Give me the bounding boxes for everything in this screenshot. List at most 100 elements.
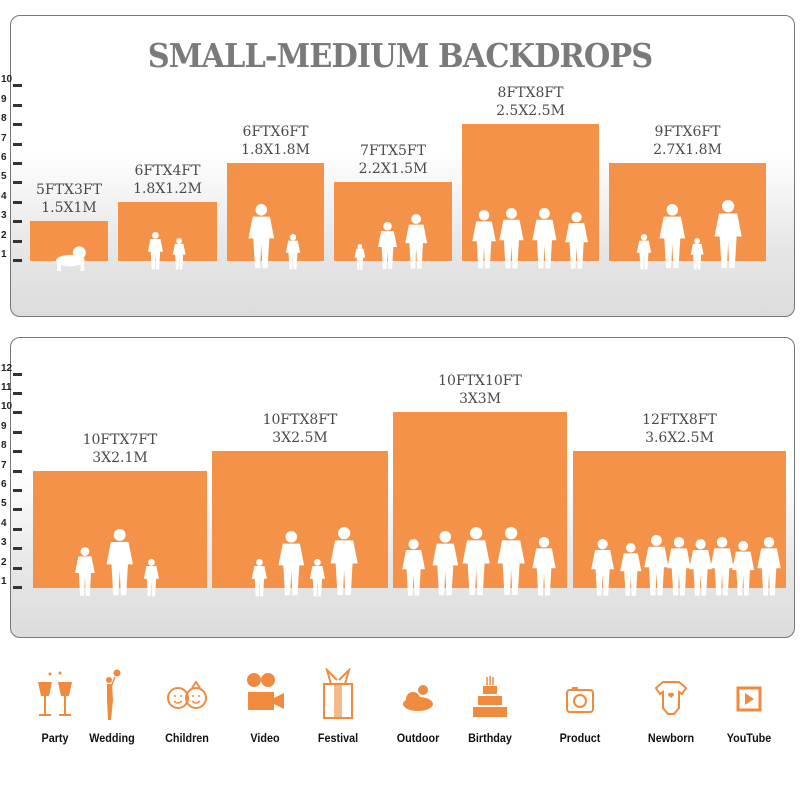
ruler-tick bbox=[13, 469, 22, 473]
ruler-tick-label: 12 bbox=[1, 362, 13, 374]
use-label-product: Product bbox=[559, 731, 601, 745]
backdrop-bar bbox=[118, 201, 217, 261]
ruler-tick bbox=[13, 372, 22, 376]
ruler-tick bbox=[13, 411, 22, 415]
size-feet: 6FTX4FT bbox=[134, 162, 201, 179]
backdrop-bar bbox=[334, 182, 452, 261]
backdrop-size-label: 12FTX8FT 3.6X2.5M bbox=[553, 411, 800, 447]
size-meters: 2.2X1.5M bbox=[358, 161, 428, 178]
size-feet: 6FTX6FT bbox=[242, 124, 309, 140]
backdrop-size-label: 10FTX8FT 3X2.5M bbox=[192, 411, 408, 447]
ruler-tick bbox=[13, 84, 22, 88]
ruler-tick bbox=[13, 430, 22, 434]
size-meters: 1.8X1.2M bbox=[133, 180, 202, 197]
person-silhouette bbox=[499, 208, 524, 269]
person-silhouette bbox=[732, 541, 755, 596]
size-meters: 2.5X2.5M bbox=[496, 103, 565, 120]
backdrop-bar bbox=[30, 221, 108, 261]
page-title: SMALL-MEDIUM BACKDROPS bbox=[147, 36, 654, 75]
person-silhouette bbox=[497, 527, 525, 596]
ruler-tick-label: 9 bbox=[1, 420, 7, 432]
size-meters: 3X3M bbox=[458, 391, 502, 408]
ruler-tick bbox=[13, 508, 22, 512]
use-label-party: Party bbox=[41, 731, 69, 745]
person-silhouette bbox=[278, 531, 305, 596]
size-meters: 1.5X1M bbox=[41, 200, 97, 217]
ruler-tick-label: 3 bbox=[1, 210, 7, 222]
use-label-newborn: Newborn bbox=[647, 731, 695, 745]
size-feet: 5FTX3FT bbox=[36, 182, 102, 199]
ruler-tick bbox=[13, 392, 22, 395]
ruler-tick bbox=[13, 547, 22, 551]
ruler-tick-label: 1 bbox=[1, 249, 7, 260]
backdrop-size-label: 10FTX7FT 3X2.1M bbox=[13, 431, 227, 467]
ruler-tick bbox=[13, 259, 22, 262]
film-camera-icon bbox=[247, 673, 284, 710]
ruler-tick bbox=[13, 142, 22, 146]
person-silhouette bbox=[143, 559, 159, 597]
ruler-tick bbox=[13, 181, 22, 185]
size-meters: 2.7X1.8M bbox=[653, 142, 722, 158]
person-silhouette bbox=[248, 204, 274, 269]
use-label-birthday: Birthday bbox=[468, 731, 512, 745]
person-silhouette bbox=[106, 529, 134, 596]
size-feet: 8FTX8FT bbox=[497, 85, 564, 102]
person-silhouette bbox=[55, 246, 86, 271]
gift-box-icon bbox=[323, 668, 353, 719]
backdrop-size-label: 5FTX3FT 1.5X1M bbox=[10, 181, 128, 217]
person-silhouette bbox=[405, 214, 428, 269]
ruler-tick-label: 10 bbox=[1, 401, 13, 413]
ruler-tick-label: 8 bbox=[1, 440, 7, 452]
ruler-tick bbox=[13, 103, 22, 107]
ruler-tick-label: 5 bbox=[1, 171, 7, 183]
play-button-icon bbox=[736, 686, 762, 712]
person-silhouette bbox=[757, 537, 781, 596]
person-silhouette bbox=[532, 208, 557, 269]
size-meters: 3.6X2.5M bbox=[645, 430, 714, 447]
use-label-festival: Festival bbox=[317, 731, 359, 745]
person-silhouette bbox=[658, 204, 685, 269]
person-silhouette bbox=[565, 212, 589, 269]
ruler-tick bbox=[13, 200, 22, 204]
ruler-tick-label: 2 bbox=[1, 556, 7, 568]
ruler-tick-label: 8 bbox=[1, 113, 7, 125]
ruler-tick bbox=[13, 586, 22, 589]
person-silhouette bbox=[354, 244, 366, 270]
ruler-tick bbox=[13, 239, 22, 243]
ruler-tick-label: 6 bbox=[1, 152, 7, 163]
ruler-tick-label: 4 bbox=[1, 517, 7, 529]
size-feet: 10FTX8FT bbox=[262, 412, 338, 429]
ruler-tick-label: 3 bbox=[1, 537, 7, 549]
size-meters: 3X2.5M bbox=[272, 430, 328, 447]
birthday-cake-icon bbox=[473, 676, 507, 717]
person-silhouette bbox=[532, 537, 557, 596]
ruler-tick-label: 7 bbox=[1, 459, 7, 471]
person-silhouette bbox=[714, 200, 742, 269]
person-silhouette bbox=[472, 210, 496, 269]
ruler-tick-label: 9 bbox=[1, 93, 7, 105]
ruler-tick bbox=[13, 489, 22, 492]
size-feet: 10FTX7FT bbox=[82, 431, 158, 448]
baby-onesie-icon bbox=[654, 681, 688, 715]
backdrop-size-label: 6FTX4FT 1.8X1.2M bbox=[98, 162, 237, 198]
backdrop-size-label: 7FTX5FT 2.2X1.5M bbox=[314, 142, 472, 178]
cloud-icon bbox=[403, 685, 433, 711]
person-silhouette bbox=[432, 531, 459, 596]
person-silhouette bbox=[689, 539, 713, 596]
ruler-tick bbox=[13, 162, 22, 165]
backdrop-bar bbox=[227, 163, 324, 261]
person-silhouette bbox=[377, 222, 397, 269]
person-silhouette bbox=[636, 234, 651, 270]
size-feet: 12FTX8FT bbox=[642, 412, 717, 429]
backdrop-size-label: 10FTX10FT 3X3M bbox=[373, 372, 587, 408]
ruler-tick bbox=[13, 450, 22, 454]
ruler-tick bbox=[13, 123, 22, 127]
size-feet: 9FTX6FT bbox=[654, 124, 721, 140]
ruler-tick-label: 5 bbox=[1, 498, 7, 510]
person-silhouette bbox=[330, 527, 358, 596]
person-silhouette bbox=[148, 232, 164, 270]
champagne-glasses-icon bbox=[38, 671, 72, 716]
ruler-tick-label: 2 bbox=[1, 229, 7, 241]
person-silhouette bbox=[172, 238, 186, 270]
ruler-tick-label: 7 bbox=[1, 132, 7, 144]
